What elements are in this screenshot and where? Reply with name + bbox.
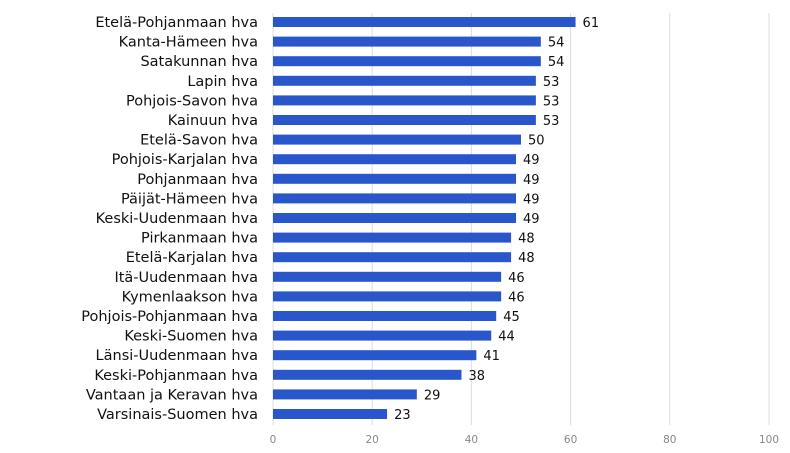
bar	[273, 409, 388, 419]
category-label: Etelä-Karjalan hva	[126, 250, 258, 266]
category-label: Etelä-Pohjanmaan hva	[95, 15, 258, 31]
bar	[273, 330, 492, 341]
value-labels: 61 54 54 53 53 53 50 49 49 49 49 48 48 46 46 45 44 41 38 29…	[394, 16, 599, 423]
category-label: Lapin hva	[187, 74, 258, 90]
bar	[273, 95, 536, 106]
category-label: Pohjois-Pohjanmaan hva	[81, 309, 258, 325]
value-label: 48	[518, 232, 535, 247]
x-tick-label: 0	[270, 434, 277, 446]
category-label: Länsi-Uudenmaan hva	[96, 348, 258, 364]
value-label: 29	[424, 388, 441, 403]
bar	[273, 134, 521, 145]
x-tick-label: 20	[366, 434, 379, 446]
category-label: Pohjois-Karjalan hva	[112, 152, 258, 168]
bar	[273, 173, 517, 184]
value-label: 53	[543, 114, 560, 129]
bar	[273, 389, 417, 400]
bars	[273, 17, 576, 419]
bar	[273, 17, 576, 27]
x-tick-label: 40	[465, 434, 478, 446]
category-label: Kymenlaakson hva	[122, 289, 258, 305]
value-label: 48	[518, 251, 535, 266]
category-label: Itä-Uudenmaan hva	[114, 270, 258, 286]
category-label: Päijät-Hämeen hva	[121, 191, 258, 207]
value-label: 53	[543, 94, 560, 109]
category-label: Pohjanmaan hva	[137, 172, 258, 188]
value-label: 23	[394, 408, 411, 423]
category-labels: Etelä-Pohjanmaan hva Kanta-Hämeen hva Sata…	[81, 15, 258, 423]
bar	[273, 154, 517, 165]
category-label: Pohjois-Savon hva	[126, 93, 258, 109]
category-label: Kanta-Hämeen hva	[119, 35, 258, 51]
bar	[273, 115, 536, 125]
bar	[273, 252, 512, 263]
x-axis-ticks: 0 20 40 60 80 100	[270, 434, 779, 446]
bar	[273, 291, 502, 302]
value-label: 61	[583, 16, 600, 31]
bar	[273, 232, 512, 243]
category-label: Pirkanmaan hva	[141, 231, 258, 247]
bar	[273, 311, 497, 321]
value-label: 49	[523, 212, 540, 227]
value-label: 50	[528, 134, 545, 149]
category-label: Varsinais-Suomen hva	[97, 407, 258, 423]
value-label: 46	[508, 271, 525, 286]
category-label: Satakunnan hva	[140, 54, 258, 70]
value-label: 54	[548, 36, 565, 51]
value-label: 49	[523, 192, 540, 207]
bar	[273, 213, 517, 223]
value-label: 53	[543, 75, 560, 90]
value-label: 49	[523, 173, 540, 188]
bar	[273, 56, 541, 67]
value-label: 46	[508, 290, 525, 305]
bar	[273, 36, 541, 47]
value-label: 45	[503, 310, 520, 325]
value-label: 44	[498, 330, 515, 345]
x-tick-label: 80	[663, 434, 676, 446]
category-label: Keski-Pohjanmaan hva	[94, 368, 258, 384]
value-label: 41	[483, 349, 500, 364]
value-label: 38	[468, 369, 485, 384]
value-label: 49	[523, 153, 540, 168]
category-label: Vantaan ja Keravan hva	[86, 387, 258, 403]
category-label: Etelä-Savon hva	[140, 133, 258, 149]
category-label: Keski-Suomen hva	[124, 329, 258, 345]
category-label: Kainuun hva	[168, 113, 258, 129]
bar	[273, 350, 477, 361]
x-tick-label: 100	[759, 434, 779, 446]
value-label: 54	[548, 55, 565, 70]
bar	[273, 369, 462, 380]
category-label: Keski-Uudenmaan hva	[96, 211, 258, 227]
bar	[273, 193, 517, 204]
bar	[273, 75, 536, 86]
x-tick-label: 60	[564, 434, 577, 446]
bar	[273, 271, 502, 282]
